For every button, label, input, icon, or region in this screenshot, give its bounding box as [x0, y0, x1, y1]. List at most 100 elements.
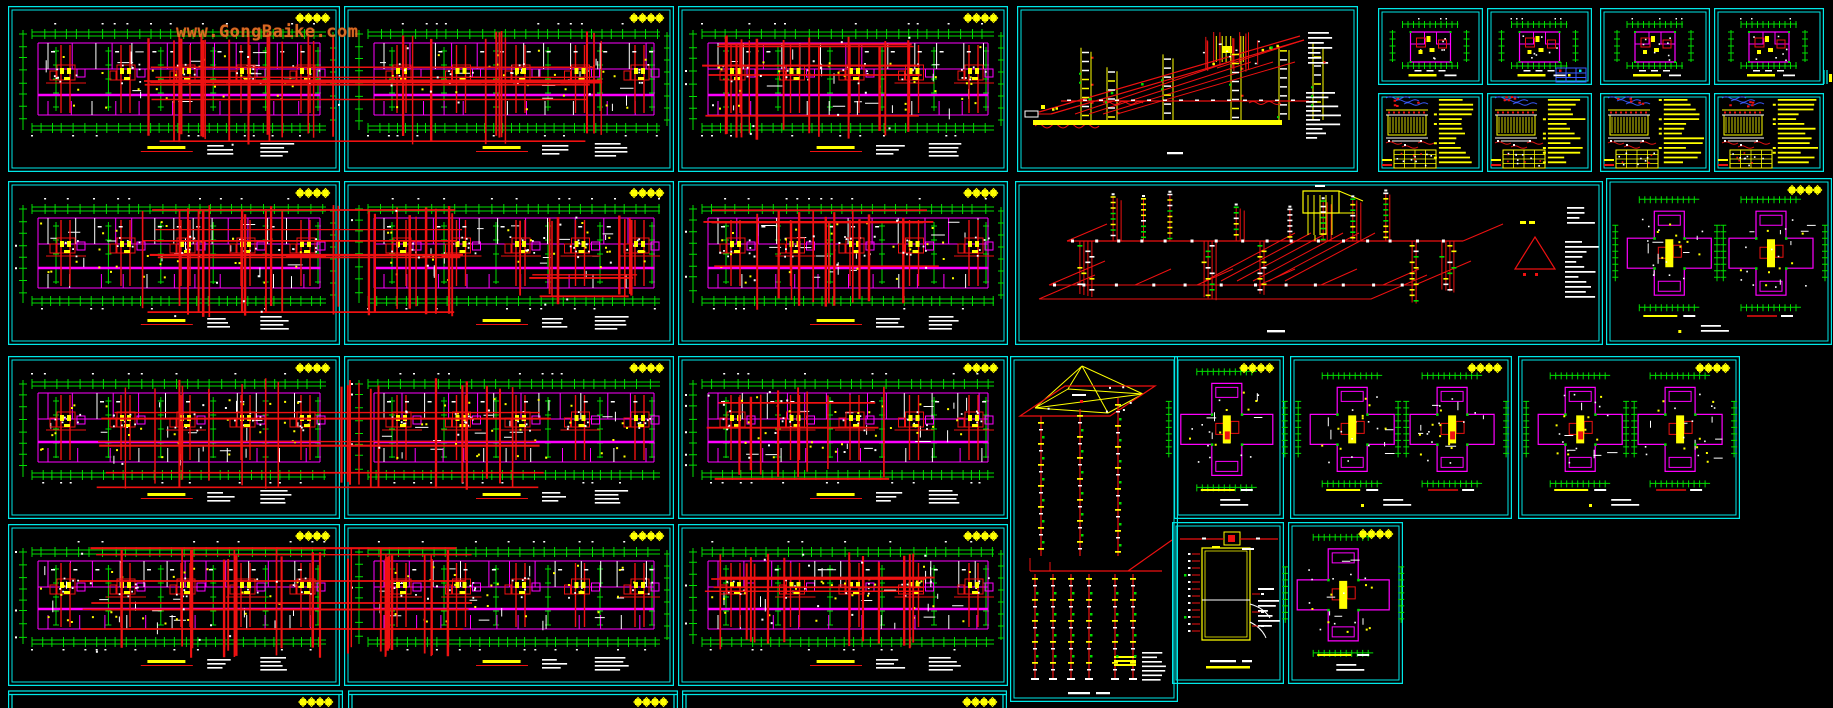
typical-unit-plan-r1c2-linework [1519, 31, 1560, 45]
tower-plan-sheet-r2-linework [1612, 196, 1828, 312]
typical-unit-plan-r1c1-fills [1409, 31, 1452, 63]
tower-plan-sheet-r3b-linework [1289, 356, 1512, 519]
detail-notes-sheet-c4-linework [1721, 141, 1771, 149]
floor-plan-sheet-r2c3[interactable] [677, 181, 1008, 345]
shaft-detail-sheet-fills [1228, 535, 1235, 542]
floor-plan-sheet-r3c1[interactable] [7, 356, 340, 519]
tower-plan-sheet-r3c[interactable] [1517, 356, 1740, 519]
tower-plan-sheet-r3a-linework [1165, 368, 1288, 492]
shaft-detail-sheet-linework [1223, 531, 1241, 546]
floor-plan-sheet-r2c2-linework [343, 181, 674, 345]
roof-pyramid-riser-sheet-fills [1031, 386, 1166, 695]
floor-plan-sheet-r3c3[interactable] [677, 356, 1008, 519]
floor-plan-sheet-r4c3-linework [681, 527, 1005, 683]
floor-plan-sheet-r3c1-linework [46, 411, 316, 499]
detail-notes-sheet-c2-linework [1498, 117, 1545, 168]
detail-notes-sheet-c4[interactable] [1713, 93, 1824, 172]
typical-unit-plan-r1c1-linework [1416, 37, 1447, 49]
typical-unit-plan-r1c2-linework [1490, 11, 1589, 82]
detail-notes-sheet-c2-linework [1494, 141, 1544, 149]
detail-notes-sheet-c3-linework [1611, 117, 1658, 168]
floor-plan-sheet-r2c2-linework [629, 187, 665, 199]
tower-plan-sheet-r3c-linework [1521, 359, 1737, 516]
roof-pyramid-riser-sheet[interactable] [1009, 356, 1178, 702]
tower-plan-sheet-r3a-linework [1173, 356, 1284, 519]
shaft-detail-sheet-linework [1192, 553, 1260, 632]
floor-plan-sheet-r4c3[interactable] [677, 524, 1008, 686]
clipped-sheet-top-c2[interactable] [348, 690, 678, 708]
tower-plan-sheet-r2-fills [1641, 218, 1807, 332]
floor-plan-sheet-r3c3-linework [963, 362, 999, 374]
elevation-section-sheet-linework [1020, 9, 1355, 169]
detail-notes-sheet-c3-linework [1603, 96, 1707, 169]
shaft-detail-sheet-fills [1206, 546, 1250, 669]
floor-plan-sheet-r1c3[interactable] [677, 6, 1008, 172]
detail-notes-sheet-c1[interactable] [1377, 93, 1483, 172]
floor-plan-sheet-r4c3-linework [677, 524, 1008, 686]
tower-plan-sheet-r3b[interactable] [1289, 356, 1512, 519]
tower-plan-sheet-r3c-linework [1564, 402, 1723, 459]
typical-unit-plan-r1c2-linework [1486, 8, 1592, 85]
shaft-detail-sheet[interactable] [1171, 522, 1284, 684]
tower-plan-sheet-r3c-linework [1537, 386, 1723, 472]
floor-plan-sheet-r1c3-linework [677, 6, 1008, 172]
floor-plan-sheet-r4c1-linework [19, 547, 326, 647]
typical-unit-plan-r1c4[interactable] [1713, 8, 1824, 85]
shaft-detail-sheet-linework [1204, 550, 1248, 638]
floor-plan-sheet-r2c1-linework [7, 181, 340, 345]
typical-unit-plan-r1c3-linework [1614, 21, 1694, 69]
clipped-sheet-top-c1-linework [8, 690, 343, 708]
floor-plan-sheet-r1c1-linework [11, 9, 337, 169]
tower-plan-sheet-r2[interactable] [1605, 178, 1832, 345]
clipped-sheet-top-c1[interactable] [8, 690, 343, 708]
detail-notes-sheet-c3[interactable] [1599, 93, 1710, 172]
typical-unit-plan-r1c4-fills [1740, 18, 1795, 77]
typical-unit-plan-r1c3-fills [1634, 31, 1676, 63]
detail-notes-sheet-c3-linework [1608, 114, 1650, 142]
tower-plan-sheet-r3a[interactable] [1165, 356, 1288, 519]
typical-unit-plan-r1c2[interactable] [1486, 8, 1592, 85]
typical-unit-plan-r1c3[interactable] [1599, 8, 1710, 85]
floor-plan-sheet-r3c3-linework [681, 359, 1005, 516]
tower-plan-sheet-r3a-fills [1224, 431, 1230, 440]
tower-plan-sheet-r4-linework [1287, 522, 1403, 684]
floor-plan-sheet-r4c1-linework [295, 530, 331, 542]
detail-notes-sheet-c2[interactable] [1486, 93, 1592, 172]
floor-plan-sheet-r4c1-linework [11, 527, 337, 683]
floor-plan-sheet-r4c1-linework [7, 524, 340, 686]
roof-pyramid-riser-sheet-linework [1029, 558, 1051, 571]
axonometric-piping-sheet[interactable] [1014, 181, 1603, 345]
tower-plan-sheet-r2-linework [1626, 210, 1814, 296]
tower-plan-sheet-r4-linework [1282, 533, 1405, 657]
floor-plan-sheet-r2c1[interactable] [7, 181, 340, 345]
floor-plan-sheet-r2c2-linework [347, 184, 671, 342]
floor-plan-sheet-r2c3-linework [677, 181, 1008, 345]
floor-plan-sheet-r3c2-linework [373, 392, 660, 463]
tower-plan-sheet-r3b-fills [1321, 365, 1501, 507]
floor-plan-sheet-r1c2-linework [347, 9, 671, 169]
floor-plan-sheet-r1c2[interactable] [343, 6, 674, 172]
tower-plan-sheet-r4-linework [1358, 528, 1394, 540]
typical-unit-plan-r1c1[interactable] [1377, 8, 1483, 85]
axonometric-piping-sheet-linework [1018, 184, 1600, 342]
clipped-sheet-top-c2-linework [348, 690, 678, 708]
floor-plan-sheet-r1c1-fills [31, 23, 321, 157]
tower-plan-sheet-r3b-linework [1467, 362, 1503, 374]
floor-plan-sheet-r4c3-linework [963, 530, 999, 542]
typical-unit-plan-r1c2-linework [1498, 21, 1579, 69]
roof-pyramid-riser-sheet-linework [1009, 356, 1178, 702]
tower-plan-sheet-r3a-linework [1239, 362, 1275, 374]
tower-plan-sheet-r3c-linework [1517, 356, 1740, 519]
floor-plan-sheet-r3c2[interactable] [343, 356, 674, 519]
typical-unit-plan-r1c3-linework [1640, 37, 1672, 49]
elevation-section-sheet[interactable] [1016, 6, 1358, 172]
detail-notes-sheet-c1-linework [1377, 93, 1483, 172]
floor-plan-sheet-r2c1-linework [295, 187, 331, 199]
tower-plan-sheet-r4[interactable] [1282, 522, 1405, 684]
tower-plan-sheet-r4-linework [1291, 525, 1400, 681]
clipped-sheet-top-c3[interactable] [682, 690, 1007, 708]
clipped-sheet-top-c1-fills [300, 699, 332, 705]
typical-unit-plan-r1c4-linework [1717, 11, 1821, 82]
elevation-section-sheet-linework [1016, 6, 1358, 172]
